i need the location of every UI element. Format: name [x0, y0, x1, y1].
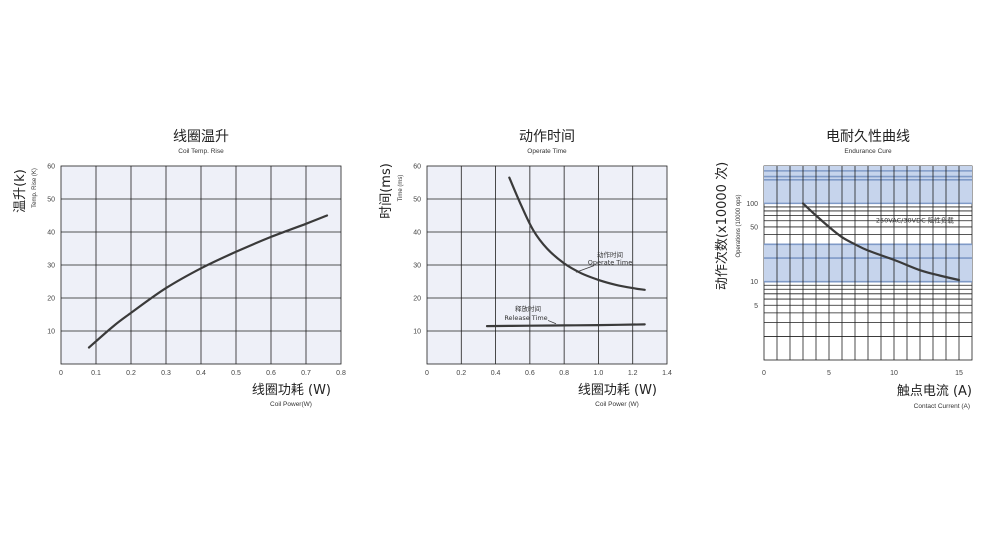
chart2-x-tick-label: 1.2 [628, 370, 638, 377]
chart2-y-tick-label: 50 [413, 197, 421, 204]
chart3-series-line [801, 202, 961, 282]
chart1-y-label: 温升(k) [13, 169, 28, 213]
chart2-x-tick-label: 1.4 [662, 370, 672, 377]
chart1-y-tick-label: 20 [47, 296, 55, 303]
chart2-y-tick-label: 30 [413, 263, 421, 270]
chart2-x-label: 线圈功耗 (W) [578, 383, 657, 398]
chart1-series-line-1 [87, 214, 329, 349]
chart2-annotation-release-cn: 释放时间 [515, 304, 541, 313]
chart3-y-tick-label: 10 [750, 279, 758, 286]
chart2-y-label-en: Time (ms) [398, 175, 404, 202]
chart2-y-tick-label: 40 [413, 230, 421, 237]
chart1-x-tick-label: 0.5 [231, 370, 241, 377]
chart2-x-tick-label: 0.6 [525, 370, 535, 377]
chart3-y-label: 动作次数(x10000 次) [714, 162, 730, 290]
chart1-x-tick-label: 0.7 [301, 370, 311, 377]
chart1-x-tick-label: 0.3 [161, 370, 171, 377]
chart3-x-tick-label: 0 [762, 370, 766, 377]
chart3-y-tick-label: 100 [746, 201, 758, 208]
chart2-y-tick-label: 20 [413, 296, 421, 303]
chart2-x-tick-label: 0.2 [456, 370, 466, 377]
chart2-y-label: 时间(ms) [379, 163, 394, 219]
chart1-x-tick-label: 0 [59, 370, 63, 377]
chart2-y-tick-label: 60 [413, 164, 421, 171]
chart2-x-tick-label: 0 [425, 370, 429, 377]
chart2-annotation-operate-cn: 动作时间 [597, 250, 623, 259]
chart2-annotation-operate-en: Operate Time [588, 258, 632, 266]
chart1-x-tick-label: 0.6 [266, 370, 276, 377]
chart1-x-tick-label: 0.2 [126, 370, 136, 377]
chart3-x-tick-label: 10 [890, 370, 898, 377]
chart1-x-tick-label: 0.1 [91, 370, 101, 377]
chart1-x-label-en: Coil Power(W) [270, 401, 312, 408]
chart2-annotation-release-en: Release Time [504, 314, 547, 322]
chart2-x-label-en: Coil Power (W) [595, 401, 639, 408]
chart3-title: 电耐久性曲线 [826, 129, 910, 145]
chart3-x-label-en: Contact Current (A) [914, 403, 970, 410]
chart2-series-line-1 [508, 176, 646, 291]
chart1-x-tick-label: 0.4 [196, 370, 206, 377]
chart3-x-label: 触点电流 (A) [897, 384, 972, 399]
chart2-annotation-leader [575, 265, 595, 273]
chart3-x-tick-label: 5 [827, 370, 831, 377]
chart1-y-tick-label: 50 [47, 197, 55, 204]
chart3-y-label-en: Operations (10000 ops) [736, 194, 742, 257]
chart3-y-tick-label: 50 [750, 224, 758, 231]
chart1-x-tick-label: 0.8 [336, 370, 346, 377]
chart3-y-tick-label: 5 [754, 303, 758, 310]
chart1-y-label-en: Temp. Rise (K) [32, 168, 38, 208]
chart1-y-tick-label: 30 [47, 263, 55, 270]
chart2-series-line-2 [485, 323, 646, 328]
chart1-y-tick-label: 40 [47, 230, 55, 237]
chart2-annotation-leader [547, 320, 557, 325]
chart2-title: 动作时间 [519, 129, 575, 145]
chart1-x-label: 线圈功耗 (W) [252, 383, 331, 398]
chart2-x-tick-label: 1.0 [594, 370, 604, 377]
chart1-subtitle: Coil Temp. Rise [178, 148, 224, 155]
chart2-subtitle: Operate Time [527, 148, 567, 155]
chart2-x-tick-label: 0.4 [491, 370, 501, 377]
chart3-subtitle: Endurance Cure [844, 148, 892, 155]
chart1-title: 线圈温升 [173, 129, 229, 145]
chart3-x-tick-label: 15 [955, 370, 963, 377]
chart1-y-tick-label: 60 [47, 164, 55, 171]
chart2-y-tick-label: 10 [413, 329, 421, 336]
chart2-x-tick-label: 0.8 [559, 370, 569, 377]
chart3-annotation-load: 250VAC/30VDC 阻性负载 [876, 215, 954, 224]
chart1-y-tick-label: 10 [47, 329, 55, 336]
